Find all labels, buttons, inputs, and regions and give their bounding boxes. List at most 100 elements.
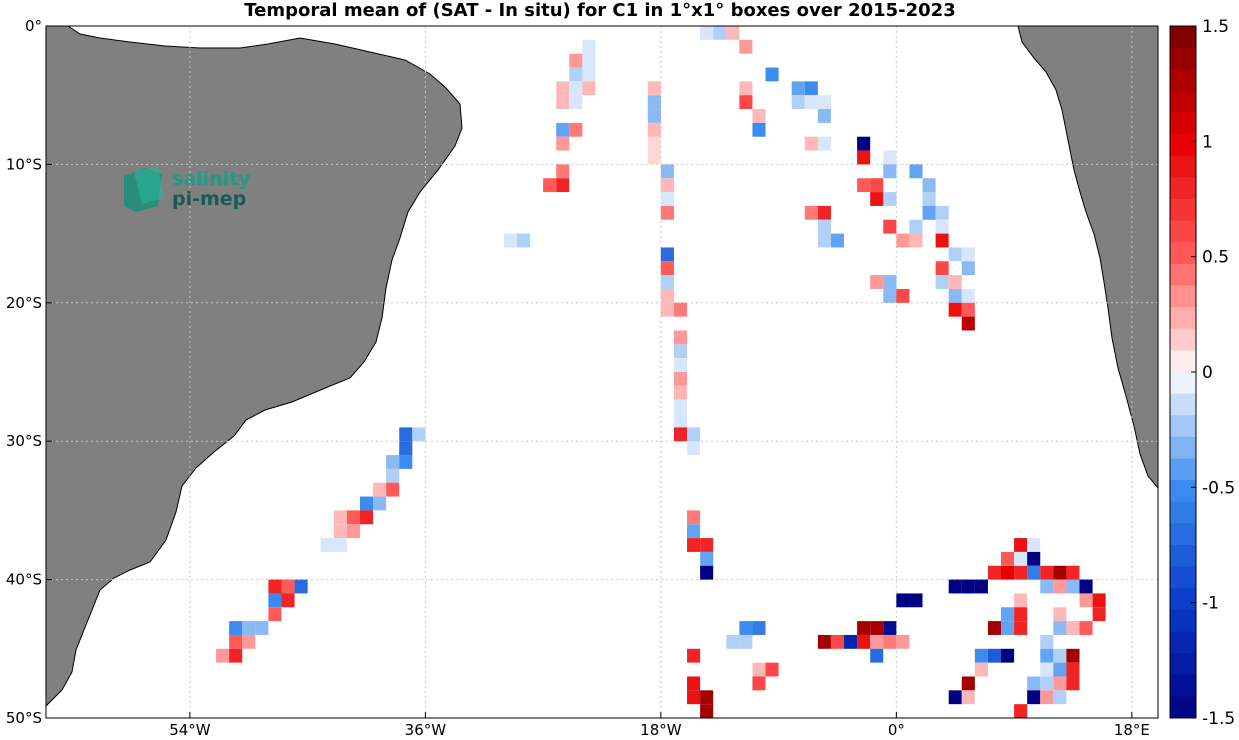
data-cell — [1014, 551, 1028, 566]
data-cell — [700, 538, 714, 552]
data-cell — [255, 621, 269, 635]
data-cell — [1053, 579, 1067, 594]
cells-layer — [216, 26, 1106, 718]
data-cell — [922, 178, 936, 193]
colorbar-segment — [1170, 609, 1196, 632]
colorbar-segment — [1170, 674, 1196, 697]
data-cell — [1040, 634, 1054, 649]
data-cell — [687, 427, 701, 442]
data-cell — [660, 288, 674, 303]
data-cell — [673, 385, 688, 400]
data-cell — [922, 205, 936, 220]
data-cell — [543, 178, 557, 193]
data-cell — [830, 233, 845, 248]
data-cell — [896, 634, 910, 649]
data-cell — [739, 39, 753, 54]
data-cell — [1066, 579, 1080, 594]
data-cell — [974, 579, 988, 594]
data-cell — [660, 302, 674, 317]
data-cell — [399, 427, 413, 442]
data-cell — [817, 634, 831, 649]
data-cell — [320, 538, 334, 552]
colorbar-segment — [1170, 307, 1196, 330]
colorbar-segment — [1170, 285, 1196, 308]
data-cell — [673, 330, 688, 345]
data-cell — [1066, 648, 1080, 663]
data-cell — [948, 288, 962, 303]
data-cell — [700, 551, 714, 566]
data-cell — [1079, 593, 1093, 608]
data-cell — [1001, 565, 1015, 580]
data-cell — [922, 192, 936, 206]
x-tick-label: 18°E — [1114, 721, 1150, 739]
data-cell — [883, 192, 897, 206]
data-cell — [386, 468, 400, 483]
logo-line2: pi-mep — [172, 188, 246, 210]
data-cell — [1092, 593, 1106, 608]
data-cell — [752, 122, 766, 137]
colorbar-segment — [1170, 242, 1196, 265]
colorbar-segment — [1170, 328, 1196, 351]
colorbar-segment — [1170, 501, 1196, 524]
data-cell — [752, 621, 766, 635]
data-cell — [961, 261, 975, 276]
data-cell — [883, 275, 897, 289]
data-cell — [987, 648, 1002, 663]
data-cell — [556, 81, 570, 96]
colorbar-segment — [1170, 458, 1196, 481]
data-cell — [713, 26, 727, 40]
colorbar-segment — [1170, 696, 1196, 719]
data-cell — [909, 593, 923, 608]
data-cell — [857, 178, 871, 193]
data-cell — [883, 288, 897, 303]
data-cell — [961, 288, 975, 303]
data-cell — [896, 288, 910, 303]
data-cell — [739, 81, 753, 96]
colorbar-segment — [1170, 26, 1196, 49]
data-cell — [817, 95, 831, 110]
y-tick-label: 0° — [25, 17, 42, 35]
data-cell — [687, 510, 701, 525]
data-cell — [647, 81, 661, 96]
data-cell — [1040, 579, 1054, 594]
y-tick-label: 50°S — [6, 709, 42, 727]
colorbar-segment — [1170, 631, 1196, 654]
colorbar-segment — [1170, 415, 1196, 438]
data-cell — [673, 372, 688, 386]
data-cell — [974, 648, 988, 663]
data-cell — [844, 634, 858, 649]
data-cell — [346, 524, 360, 539]
data-cell — [1027, 676, 1041, 691]
data-cell — [1066, 662, 1080, 677]
data-cell — [765, 67, 779, 82]
data-cell — [1092, 607, 1106, 622]
data-cell — [857, 634, 871, 649]
colorbar-segment — [1170, 177, 1196, 200]
data-cell — [346, 510, 360, 525]
data-cell — [804, 136, 818, 151]
y-tick-label: 40°S — [6, 571, 42, 589]
data-cell — [948, 690, 962, 705]
data-cell — [647, 150, 661, 165]
data-cell — [673, 399, 688, 414]
data-cell — [1066, 621, 1080, 635]
data-cell — [503, 233, 517, 248]
data-cell — [660, 275, 674, 289]
data-cell — [1027, 551, 1041, 566]
x-tick-label: 18°W — [640, 721, 682, 739]
data-cell — [974, 662, 988, 677]
data-cell — [386, 482, 400, 497]
data-cell — [700, 690, 714, 705]
colorbar-segment — [1170, 566, 1196, 589]
data-cell — [333, 524, 347, 539]
data-cell — [569, 122, 583, 137]
data-cell — [896, 233, 910, 248]
data-cell — [229, 621, 243, 635]
data-cell — [268, 607, 282, 622]
colorbar-segment — [1170, 588, 1196, 611]
data-cell — [1040, 565, 1054, 580]
data-cell — [1066, 565, 1080, 580]
data-cell — [399, 455, 413, 469]
data-cell — [700, 26, 714, 40]
data-cell — [242, 634, 256, 649]
